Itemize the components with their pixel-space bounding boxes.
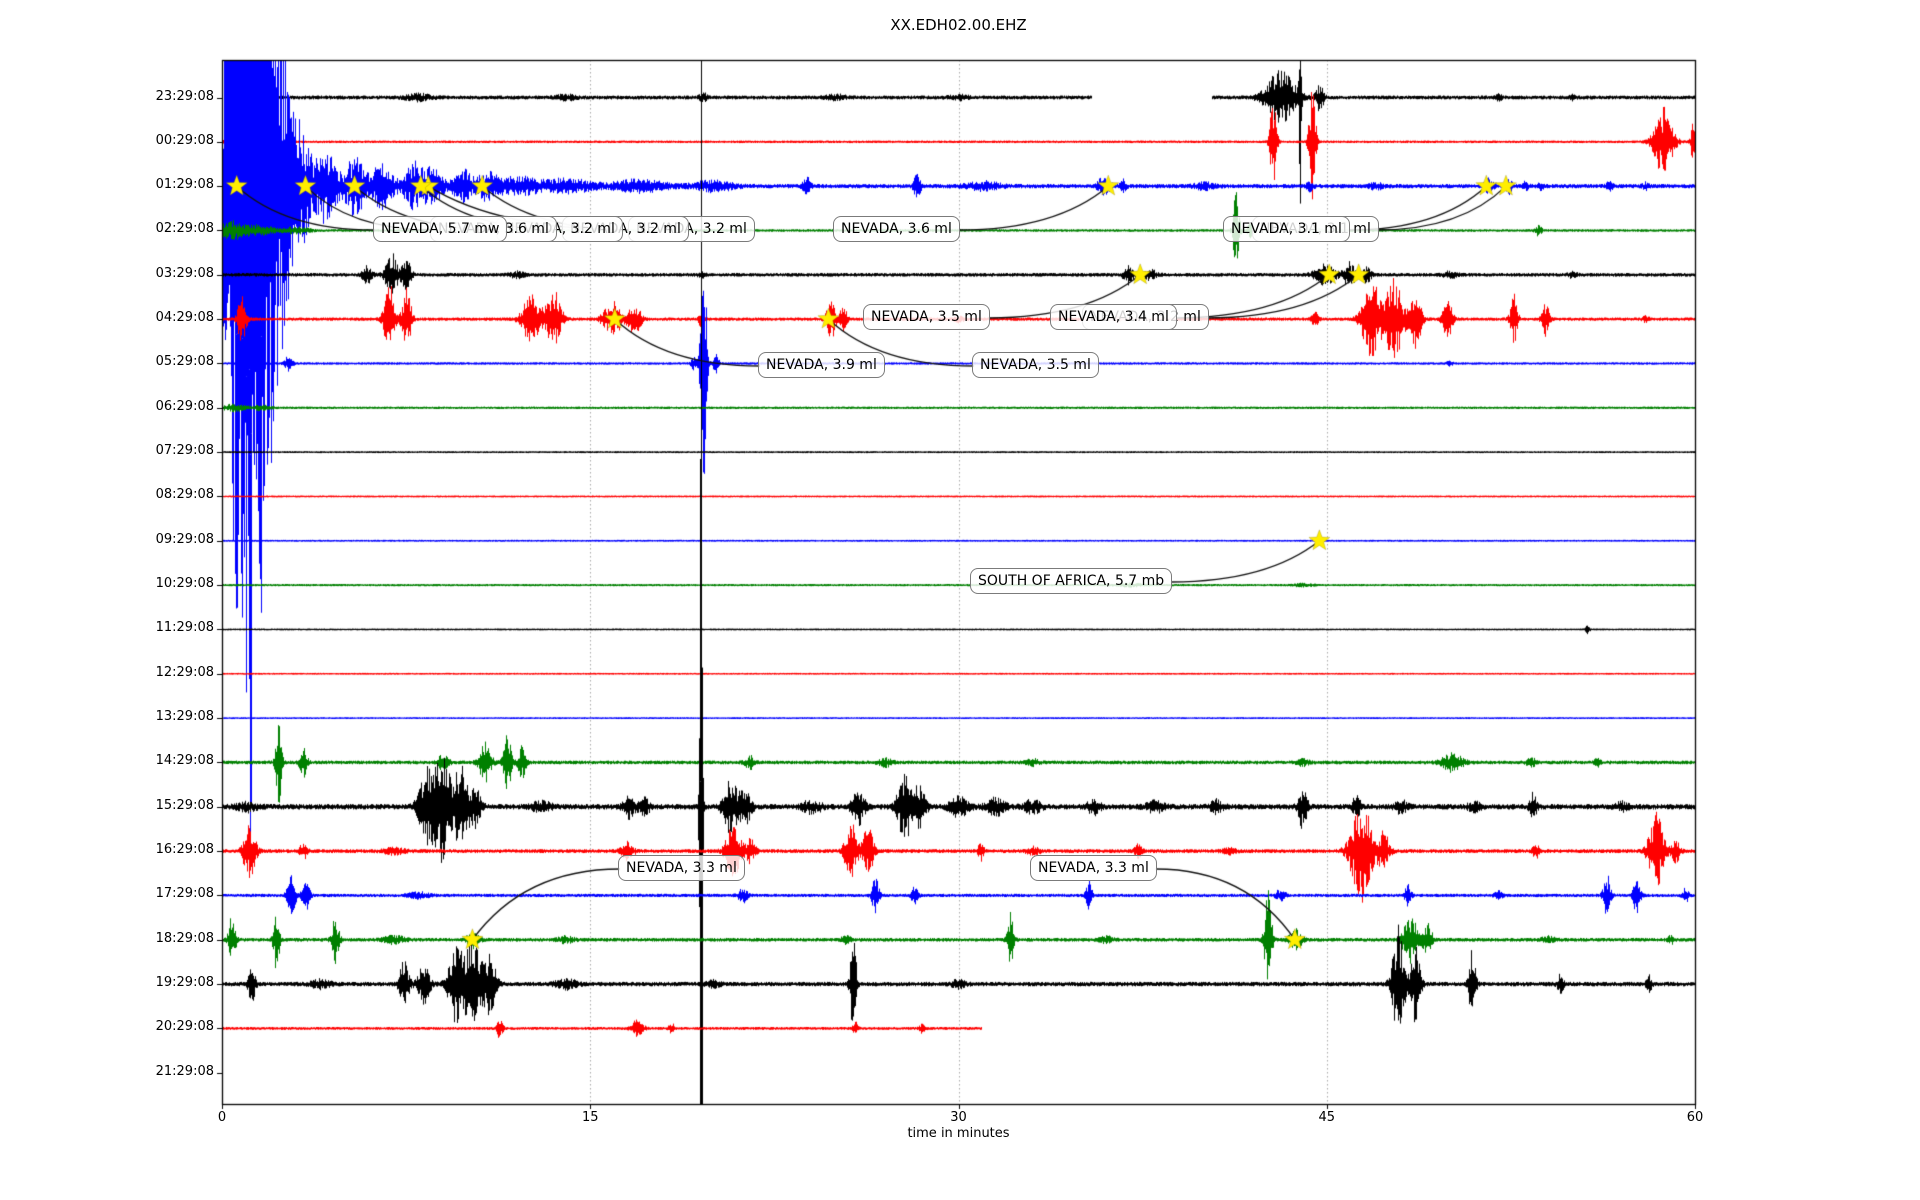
- y-tick-label: 05:29:08: [155, 354, 214, 370]
- y-tick-label: 00:29:08: [155, 132, 214, 148]
- y-tick-label: 20:29:08: [155, 1019, 214, 1035]
- y-tick-label: 10:29:08: [155, 576, 214, 592]
- x-tick-label: 60: [1686, 1110, 1704, 1125]
- event-label: NEVADA, 3.5 ml: [863, 304, 990, 330]
- y-tick-label: 16:29:08: [155, 842, 214, 858]
- event-label: NEVADA, 3.6 ml: [833, 216, 960, 242]
- x-tick-label: 0: [217, 1110, 227, 1125]
- event-label: NEVADA, 3.9 ml: [758, 352, 885, 378]
- y-tick-label: 11:29:08: [155, 620, 214, 636]
- x-axis-label: time in minutes: [907, 1126, 1010, 1141]
- event-label: NEVADA, 3.5 ml: [972, 352, 1099, 378]
- event-label: NEVADA, 3.4 ml: [1050, 304, 1177, 330]
- y-tick-label: 09:29:08: [155, 531, 214, 547]
- chart-title: XX.EDH02.00.EHZ: [890, 16, 1027, 34]
- event-label: NEVADA, 5.7 mw: [373, 216, 508, 242]
- y-tick-label: 15:29:08: [155, 797, 214, 813]
- x-tick-label: 15: [581, 1110, 599, 1125]
- event-label: NEVADA, 3.1 ml: [1223, 216, 1350, 242]
- y-tick-label: 08:29:08: [155, 487, 214, 503]
- y-tick-label: 01:29:08: [155, 177, 214, 193]
- y-tick-label: 23:29:08: [155, 88, 214, 104]
- y-tick-label: 18:29:08: [155, 930, 214, 946]
- y-tick-label: 03:29:08: [155, 265, 214, 281]
- y-tick-label: 13:29:08: [155, 709, 214, 725]
- x-tick-label: 45: [1318, 1110, 1336, 1125]
- event-label: SOUTH OF AFRICA, 5.7 mb: [970, 568, 1173, 594]
- y-tick-label: 17:29:08: [155, 886, 214, 902]
- y-tick-label: 04:29:08: [155, 310, 214, 326]
- y-tick-label: 02:29:08: [155, 221, 214, 237]
- event-label: NEVADA, 3.3 ml: [1030, 855, 1157, 881]
- event-label: NEVADA, 3.3 ml: [618, 855, 745, 881]
- y-tick-label: 19:29:08: [155, 975, 214, 991]
- y-tick-label: 21:29:08: [155, 1063, 214, 1079]
- y-tick-label: 06:29:08: [155, 398, 214, 414]
- y-tick-label: 07:29:08: [155, 443, 214, 459]
- x-tick-label: 30: [950, 1110, 967, 1125]
- y-tick-label: 14:29:08: [155, 753, 214, 769]
- y-tick-label: 12:29:08: [155, 664, 214, 680]
